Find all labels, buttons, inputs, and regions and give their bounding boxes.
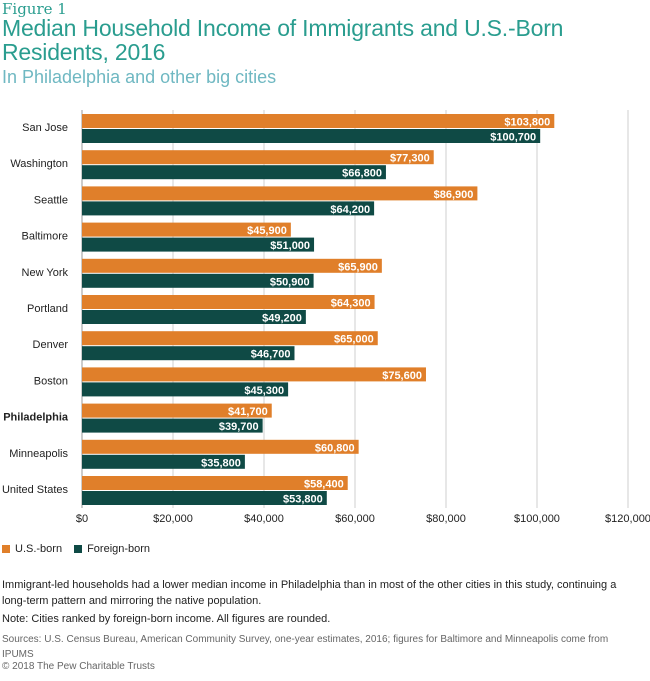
legend-item-us-born: U.S.-born <box>2 543 62 555</box>
chart-title: Median Household Income of Immigrants an… <box>2 15 564 65</box>
data-label: $86,900 <box>434 189 474 201</box>
bar-foreign-born <box>82 237 315 252</box>
category-label: Portland <box>27 303 68 315</box>
bar-foreign-born <box>82 201 375 216</box>
data-label: $39,700 <box>219 421 259 433</box>
data-label: $64,300 <box>331 298 371 310</box>
bar-us-born <box>82 222 291 237</box>
bar-chart: $0 $20,000 $40,000 $60,000 $80,000 $100,000 $1… <box>2 110 650 525</box>
bar-foreign-born <box>82 129 541 143</box>
data-label: $53,800 <box>283 494 323 506</box>
chart-note-ranking: Note: Cities ranked by foreign-born inco… <box>2 613 331 625</box>
category-label: United States <box>2 484 69 496</box>
copyright: © 2018 The Pew Charitable Trusts <box>2 661 155 672</box>
chart-note: Immigrant-led households had a lower med… <box>2 579 617 607</box>
bar-foreign-born <box>82 346 295 361</box>
data-label: $77,300 <box>390 153 430 165</box>
figure-label: Figure 1 <box>2 0 67 18</box>
data-label: $51,000 <box>270 240 310 252</box>
legend-label-foreign-born: Foreign-born <box>87 543 151 555</box>
bar-us-born <box>82 367 426 382</box>
bar-foreign-born <box>82 382 289 397</box>
bar-us-born <box>82 403 272 418</box>
legend-label-us-born: U.S.-born <box>15 543 63 555</box>
category-label: Seattle <box>34 194 68 206</box>
data-label: $50,900 <box>270 276 310 288</box>
bar-foreign-born <box>82 454 245 469</box>
data-label: $65,000 <box>334 334 374 346</box>
data-label: $64,200 <box>330 204 370 216</box>
legend-swatch-foreign-born <box>74 545 83 553</box>
bar-foreign-born <box>82 165 386 180</box>
category-label: Baltimore <box>22 231 68 243</box>
category-label: Denver <box>33 339 69 351</box>
chart-source: Sources: U.S. Census Bureau, American Co… <box>2 634 609 660</box>
bar-foreign-born <box>82 418 263 433</box>
data-label: $35,800 <box>201 457 241 469</box>
x-tick-label: $20,000 <box>153 513 193 525</box>
x-tick-label: $80,000 <box>426 513 466 525</box>
legend: U.S.-born Foreign-born <box>2 543 150 555</box>
category-label: Boston <box>34 375 68 387</box>
legend-swatch-us-born <box>2 545 10 553</box>
data-label: $49,200 <box>262 313 302 325</box>
data-label: $100,700 <box>490 132 536 144</box>
data-label: $103,800 <box>504 117 550 129</box>
bar-us-born <box>82 476 348 490</box>
bar-foreign-born <box>82 273 314 288</box>
bar-us-born <box>82 114 555 128</box>
category-label: Minneapolis <box>9 448 68 460</box>
bar-foreign-born <box>82 310 306 324</box>
data-label: $66,800 <box>342 168 382 180</box>
data-label: $41,700 <box>228 406 268 418</box>
x-tick-label: $100,000 <box>514 513 560 525</box>
data-label: $58,400 <box>304 479 344 491</box>
x-tick-label: $60,000 <box>335 513 375 525</box>
bar-us-born <box>82 295 375 309</box>
x-tick-label: $120,000 <box>605 513 650 525</box>
chart-subtitle: In Philadelphia and other big cities <box>2 67 277 87</box>
category-label: San Jose <box>22 122 68 134</box>
legend-item-foreign-born: Foreign-born <box>74 543 150 555</box>
bar-us-born <box>82 439 359 454</box>
category-label: Washington <box>10 158 68 170</box>
x-tick-label: $0 <box>76 513 88 525</box>
data-label: $45,900 <box>247 225 287 237</box>
data-label: $45,300 <box>244 385 284 397</box>
category-label: New York <box>22 267 69 279</box>
bar-foreign-born <box>82 491 327 505</box>
data-label: $75,600 <box>382 370 422 382</box>
data-label: $65,900 <box>338 261 378 273</box>
data-label: $46,700 <box>251 349 291 361</box>
data-label: $60,800 <box>315 442 355 454</box>
bar-us-born <box>82 186 478 201</box>
bar-us-born <box>82 150 434 165</box>
bar-us-born <box>82 331 378 346</box>
bar-us-born <box>82 258 382 273</box>
x-tick-label: $40,000 <box>244 513 284 525</box>
category-label: Philadelphia <box>3 412 69 424</box>
